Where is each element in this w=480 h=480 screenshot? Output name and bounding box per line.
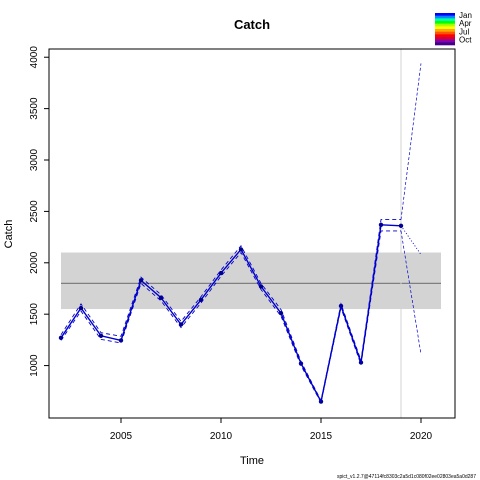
axes: 2005 2010 2015 2020 1000 1500 2000 2500 3000 3500… — [29, 46, 456, 442]
x-tick-label: 2005 — [110, 431, 133, 442]
legend-color-swatch — [435, 13, 455, 16]
series-line-4 — [400, 63, 422, 220]
legend-label: Jul — [459, 27, 469, 36]
y-tick-label: 3000 — [29, 148, 40, 171]
series-line-2 — [60, 230, 401, 404]
plot-content — [58, 49, 441, 418]
data-point — [238, 247, 244, 252]
x-axis-title: Time — [240, 455, 264, 467]
data-point — [398, 223, 404, 228]
x-tick-label: 2015 — [310, 431, 333, 442]
y-tick-label: 3500 — [29, 97, 40, 120]
legend-color-swatch — [435, 15, 455, 19]
version-footer: spict_v1.2.7@47114fc8303c2a5d1c080f02ee0… — [337, 474, 476, 480]
y-axis-title: Catch — [3, 220, 15, 249]
legend-color-swatch — [435, 21, 455, 24]
legend-color-swatch — [435, 29, 455, 32]
data-point — [378, 222, 384, 227]
legend-label: Jan — [459, 11, 472, 20]
data-point — [218, 270, 224, 276]
reference-band — [61, 252, 441, 310]
data-point — [258, 284, 264, 289]
series-line-1 — [60, 219, 401, 402]
legend-label: Apr — [459, 19, 472, 28]
series-line-3 — [400, 225, 422, 255]
plot-area — [58, 49, 441, 418]
legend-color-swatch — [435, 42, 455, 46]
y-tick-label: 4000 — [29, 46, 40, 69]
chart-title: Catch — [234, 17, 270, 32]
series-line-5 — [400, 230, 422, 355]
legend-color-swatch — [435, 23, 455, 27]
data-point — [98, 333, 104, 338]
legend-color-swatch — [435, 26, 455, 30]
y-tick-label: 1500 — [29, 303, 40, 326]
y-tick-label: 1000 — [29, 354, 40, 377]
series-line-0 — [60, 224, 402, 404]
legend-color-swatch — [435, 18, 455, 22]
y-tick-label: 2500 — [29, 200, 40, 223]
plot-frame — [48, 48, 456, 419]
data-point — [278, 310, 284, 316]
legend-label: Oct — [459, 36, 472, 45]
x-tick-label: 2020 — [410, 431, 433, 442]
legend-color-swatch — [435, 37, 455, 40]
x-tick-label: 2010 — [210, 431, 233, 442]
y-tick-label: 2000 — [29, 251, 40, 274]
legend-color-swatch — [435, 31, 455, 35]
data-point — [78, 305, 84, 311]
legend-color-swatch — [435, 39, 455, 43]
legend-color-swatch — [435, 34, 455, 38]
